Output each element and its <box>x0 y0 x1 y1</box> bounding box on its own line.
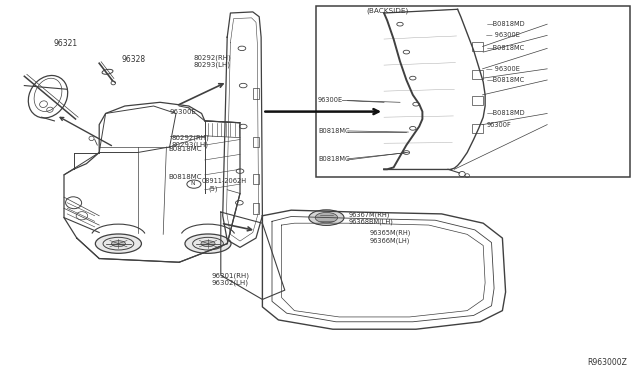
Text: (BACKSIDE): (BACKSIDE) <box>367 8 409 15</box>
Text: 80292(RH): 80292(RH) <box>172 134 209 141</box>
Text: 96368BM(LH): 96368BM(LH) <box>349 218 394 225</box>
Text: (5): (5) <box>208 185 218 192</box>
Text: B0818MC: B0818MC <box>168 146 202 152</box>
Text: 96302(LH): 96302(LH) <box>211 279 248 286</box>
Text: N: N <box>190 182 195 186</box>
Text: 96300E: 96300E <box>318 97 343 103</box>
Text: 96301(RH): 96301(RH) <box>211 272 249 279</box>
Text: 80292(RH): 80292(RH) <box>193 54 231 61</box>
Text: —B0818MD: —B0818MD <box>486 110 525 116</box>
Bar <box>316 6 630 177</box>
Text: 80293(LH): 80293(LH) <box>172 142 209 148</box>
Ellipse shape <box>95 234 141 253</box>
Ellipse shape <box>185 234 231 253</box>
Text: — 96300E: — 96300E <box>486 66 520 72</box>
Ellipse shape <box>308 210 344 225</box>
Text: B0818MC: B0818MC <box>318 156 349 162</box>
Text: 96300E: 96300E <box>170 109 196 115</box>
Text: — 96300E: — 96300E <box>486 32 520 38</box>
Text: 96328: 96328 <box>122 55 146 64</box>
Text: 96366M(LH): 96366M(LH) <box>370 237 410 244</box>
Text: 96365M(RH): 96365M(RH) <box>370 230 412 237</box>
Text: —B0818MC: —B0818MC <box>486 45 525 51</box>
Text: 80293(LH): 80293(LH) <box>193 62 230 68</box>
Text: 96300F: 96300F <box>486 122 511 128</box>
Text: B0818MC: B0818MC <box>168 174 202 180</box>
Text: —B0818MC: —B0818MC <box>486 77 525 83</box>
Text: 96367M(RH): 96367M(RH) <box>349 211 390 218</box>
Ellipse shape <box>201 241 215 247</box>
Text: R963000Z: R963000Z <box>588 358 627 367</box>
Text: B0818MC: B0818MC <box>318 128 349 134</box>
Text: —B0818MD: —B0818MD <box>486 21 525 27</box>
Text: 08911-2062H: 08911-2062H <box>202 178 247 184</box>
Text: 96321: 96321 <box>53 39 77 48</box>
Ellipse shape <box>111 241 125 247</box>
Ellipse shape <box>315 212 338 223</box>
